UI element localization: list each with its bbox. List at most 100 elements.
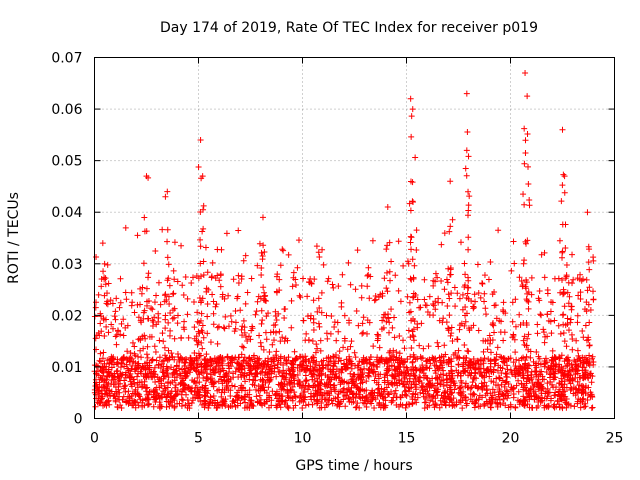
data-point — [418, 320, 425, 327]
data-point — [226, 365, 233, 372]
data-point — [383, 384, 390, 391]
data-point — [178, 334, 185, 341]
data-point — [325, 401, 332, 408]
data-point — [549, 347, 556, 354]
data-point — [336, 374, 343, 381]
data-point — [331, 319, 338, 326]
data-point — [503, 362, 510, 369]
data-point — [574, 275, 581, 282]
data-point — [225, 292, 232, 299]
data-point — [588, 379, 595, 386]
data-point — [196, 379, 203, 386]
data-point — [375, 402, 382, 409]
data-point — [134, 381, 141, 388]
data-point — [324, 362, 331, 369]
data-point — [315, 295, 322, 302]
data-point — [272, 352, 279, 359]
data-point — [526, 196, 533, 203]
data-point — [516, 274, 523, 281]
data-point — [112, 333, 119, 340]
data-point — [547, 378, 554, 385]
data-point — [159, 226, 166, 233]
data-point — [184, 396, 191, 403]
data-point — [438, 377, 445, 384]
data-point — [190, 395, 197, 402]
data-point — [234, 402, 241, 409]
y-tick-label: 0.07 — [51, 51, 82, 67]
data-point — [93, 346, 100, 353]
data-point — [162, 291, 169, 298]
data-point — [391, 334, 398, 341]
data-point — [345, 259, 352, 266]
data-point — [471, 304, 478, 311]
data-point — [191, 350, 198, 357]
data-point — [582, 400, 589, 407]
data-point — [446, 271, 453, 278]
data-point — [213, 404, 220, 411]
data-point — [583, 299, 590, 306]
data-point — [254, 364, 261, 371]
data-point — [371, 404, 378, 411]
data-point — [451, 284, 458, 291]
data-point — [431, 401, 438, 408]
data-point — [261, 289, 268, 296]
data-point — [586, 370, 593, 377]
data-point — [170, 267, 177, 274]
data-point — [268, 368, 275, 375]
data-point — [170, 370, 177, 377]
data-point — [466, 193, 473, 200]
data-point — [494, 403, 501, 410]
data-point — [233, 393, 240, 400]
data-point — [462, 393, 469, 400]
data-point — [318, 376, 325, 383]
data-point — [191, 378, 198, 385]
data-point — [265, 394, 272, 401]
data-point — [235, 272, 242, 279]
data-point — [228, 382, 235, 389]
data-point — [562, 322, 569, 329]
data-point — [242, 378, 249, 385]
data-point — [381, 358, 388, 365]
data-point — [363, 393, 370, 400]
data-point — [533, 368, 540, 375]
data-point — [260, 384, 267, 391]
grid-layer — [94, 57, 615, 419]
data-point — [227, 312, 234, 319]
data-point — [257, 339, 264, 346]
data-point — [480, 348, 487, 355]
data-point — [394, 370, 401, 377]
data-point — [240, 257, 247, 264]
data-point — [365, 396, 372, 403]
data-point — [252, 360, 259, 367]
data-point — [507, 401, 514, 408]
data-point — [140, 260, 147, 267]
data-point — [306, 383, 313, 390]
data-point — [243, 359, 250, 366]
data-point — [215, 368, 222, 375]
data-point — [430, 302, 437, 309]
data-point — [222, 313, 229, 320]
data-point — [575, 385, 582, 392]
data-point — [250, 377, 257, 384]
data-point — [465, 246, 472, 253]
data-point — [432, 306, 439, 313]
data-point — [462, 271, 469, 278]
data-point — [279, 373, 286, 380]
data-point — [283, 357, 290, 364]
data-point — [389, 379, 396, 386]
data-point — [510, 331, 517, 338]
data-point — [303, 356, 310, 363]
data-point — [464, 290, 471, 297]
data-point — [457, 239, 464, 246]
data-point — [229, 359, 236, 366]
data-point — [120, 385, 127, 392]
data-point — [249, 323, 256, 330]
data-point — [131, 399, 138, 406]
data-point — [167, 310, 174, 317]
data-point — [441, 389, 448, 396]
data-point — [565, 300, 572, 307]
data-point — [413, 399, 420, 406]
data-point — [335, 328, 342, 335]
data-point — [164, 391, 171, 398]
data-point — [113, 341, 120, 348]
